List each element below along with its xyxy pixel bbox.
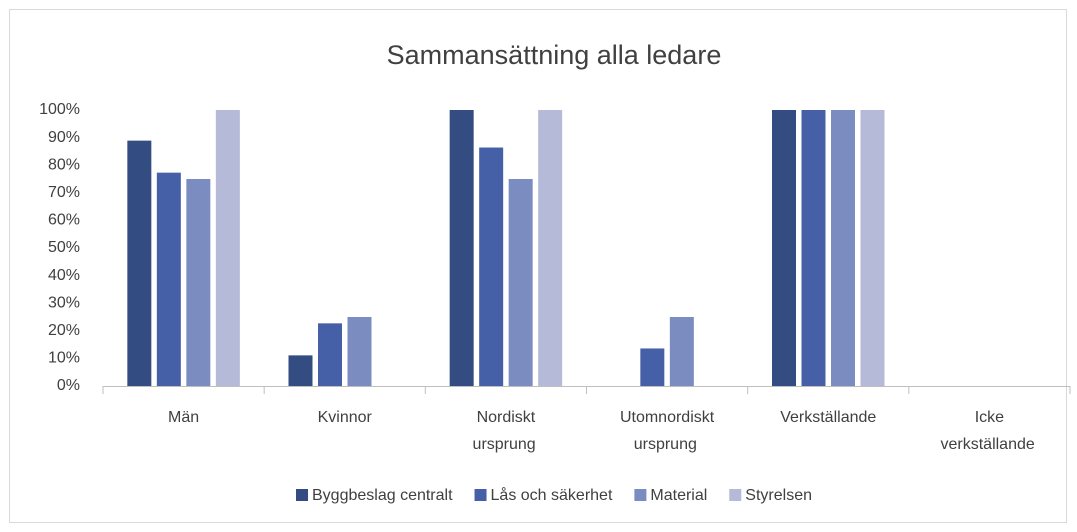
x-tick-label: Icke verkställande (936, 409, 1035, 453)
y-tick-label: 60% (48, 212, 80, 229)
bar (127, 140, 152, 386)
legend-swatch (729, 489, 742, 501)
legend-swatch (296, 489, 308, 501)
bar (186, 179, 211, 386)
x-tick-label: Utomnordiskt ursprung (620, 409, 715, 453)
legend-label: Byggbeslag centralt (312, 487, 453, 504)
y-tick-label: 70% (48, 184, 80, 201)
bar (479, 147, 504, 386)
bar (640, 348, 665, 386)
y-tick-label: 30% (48, 294, 80, 311)
bar (347, 317, 372, 386)
y-tick-label: 20% (48, 322, 80, 339)
bar (449, 110, 474, 386)
chart-title: Sammansättning alla ledare (387, 40, 722, 70)
bar (669, 317, 694, 386)
bar (772, 110, 796, 386)
x-tick-label: Verkställande (780, 409, 876, 426)
y-tick-label: 100% (39, 101, 80, 118)
x-tick-label: Kvinnor (318, 409, 373, 426)
y-tick-label: 90% (48, 129, 80, 146)
bar (801, 110, 826, 386)
bar (215, 110, 240, 386)
y-tick-label: 50% (48, 239, 80, 256)
bar (288, 355, 313, 386)
bar (831, 110, 855, 386)
bar (318, 323, 342, 386)
y-tick-label: 40% (48, 267, 80, 284)
bar (860, 110, 885, 386)
bar (156, 172, 181, 386)
bar (508, 179, 533, 386)
y-tick-label: 80% (48, 156, 80, 173)
legend-label: Lås och säkerhet (491, 486, 613, 504)
bar (538, 110, 563, 386)
x-tick-label: Män (168, 409, 199, 426)
chart-border (9, 9, 1067, 523)
legend-label: Material (650, 487, 707, 504)
legend-swatch (474, 489, 487, 501)
y-tick-label: 0% (57, 377, 80, 394)
legend-label: Styrelsen (745, 487, 812, 504)
x-tick-label: Nordiskt ursprung (468, 409, 536, 453)
legend-swatch (634, 489, 647, 501)
y-tick-label: 10% (48, 350, 80, 367)
